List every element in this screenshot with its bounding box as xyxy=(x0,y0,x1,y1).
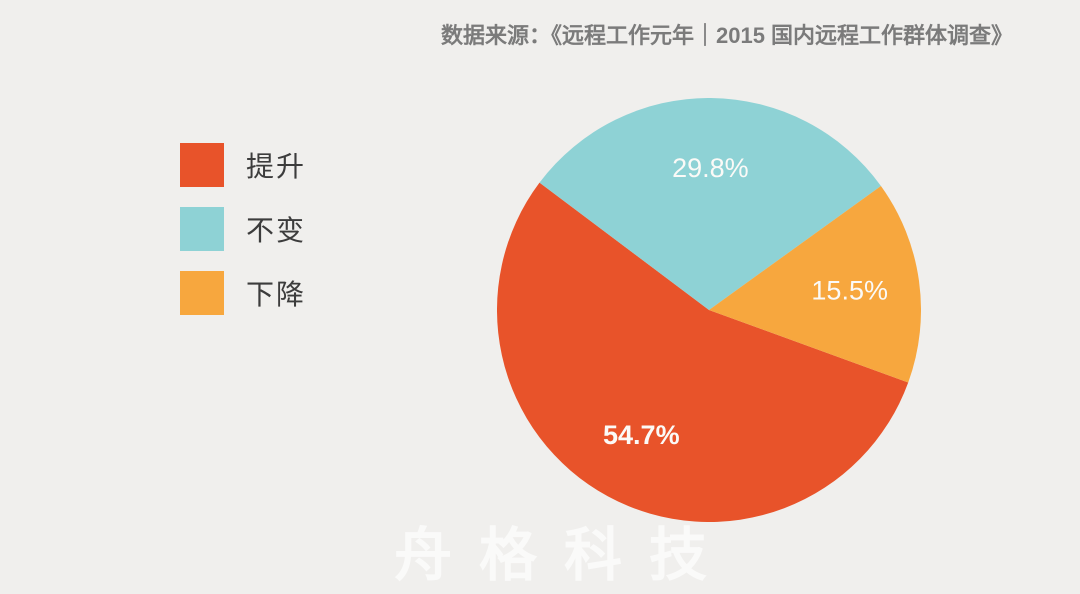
legend-label-decrease: 下降 xyxy=(246,279,307,310)
pie-label-decrease: 15.5% xyxy=(811,276,888,306)
pie-chart: 54.7% 29.8% 15.5% xyxy=(497,98,921,522)
pie-slice-unchanged xyxy=(539,98,881,310)
legend-label-increase: 提升 xyxy=(246,151,307,182)
pie-label-increase: 54.7% xyxy=(603,420,680,450)
source-note: 数据来源：《远程工作元年｜2015 国内远程工作群体调查》 xyxy=(441,23,1014,48)
pie-slice-increase xyxy=(497,182,909,522)
legend: 提升 不变 下降 xyxy=(180,143,306,335)
legend-label-unchanged: 不变 xyxy=(246,215,307,246)
pie-slice-decrease xyxy=(709,185,921,383)
legend-item-unchanged: 不变 xyxy=(180,207,306,251)
legend-item-increase: 提升 xyxy=(180,143,306,187)
legend-swatch-unchanged xyxy=(180,207,224,251)
legend-swatch-decrease xyxy=(180,271,224,315)
legend-item-decrease: 下降 xyxy=(180,271,306,315)
pie-label-unchanged: 29.8% xyxy=(672,153,749,183)
legend-swatch-increase xyxy=(180,143,224,187)
